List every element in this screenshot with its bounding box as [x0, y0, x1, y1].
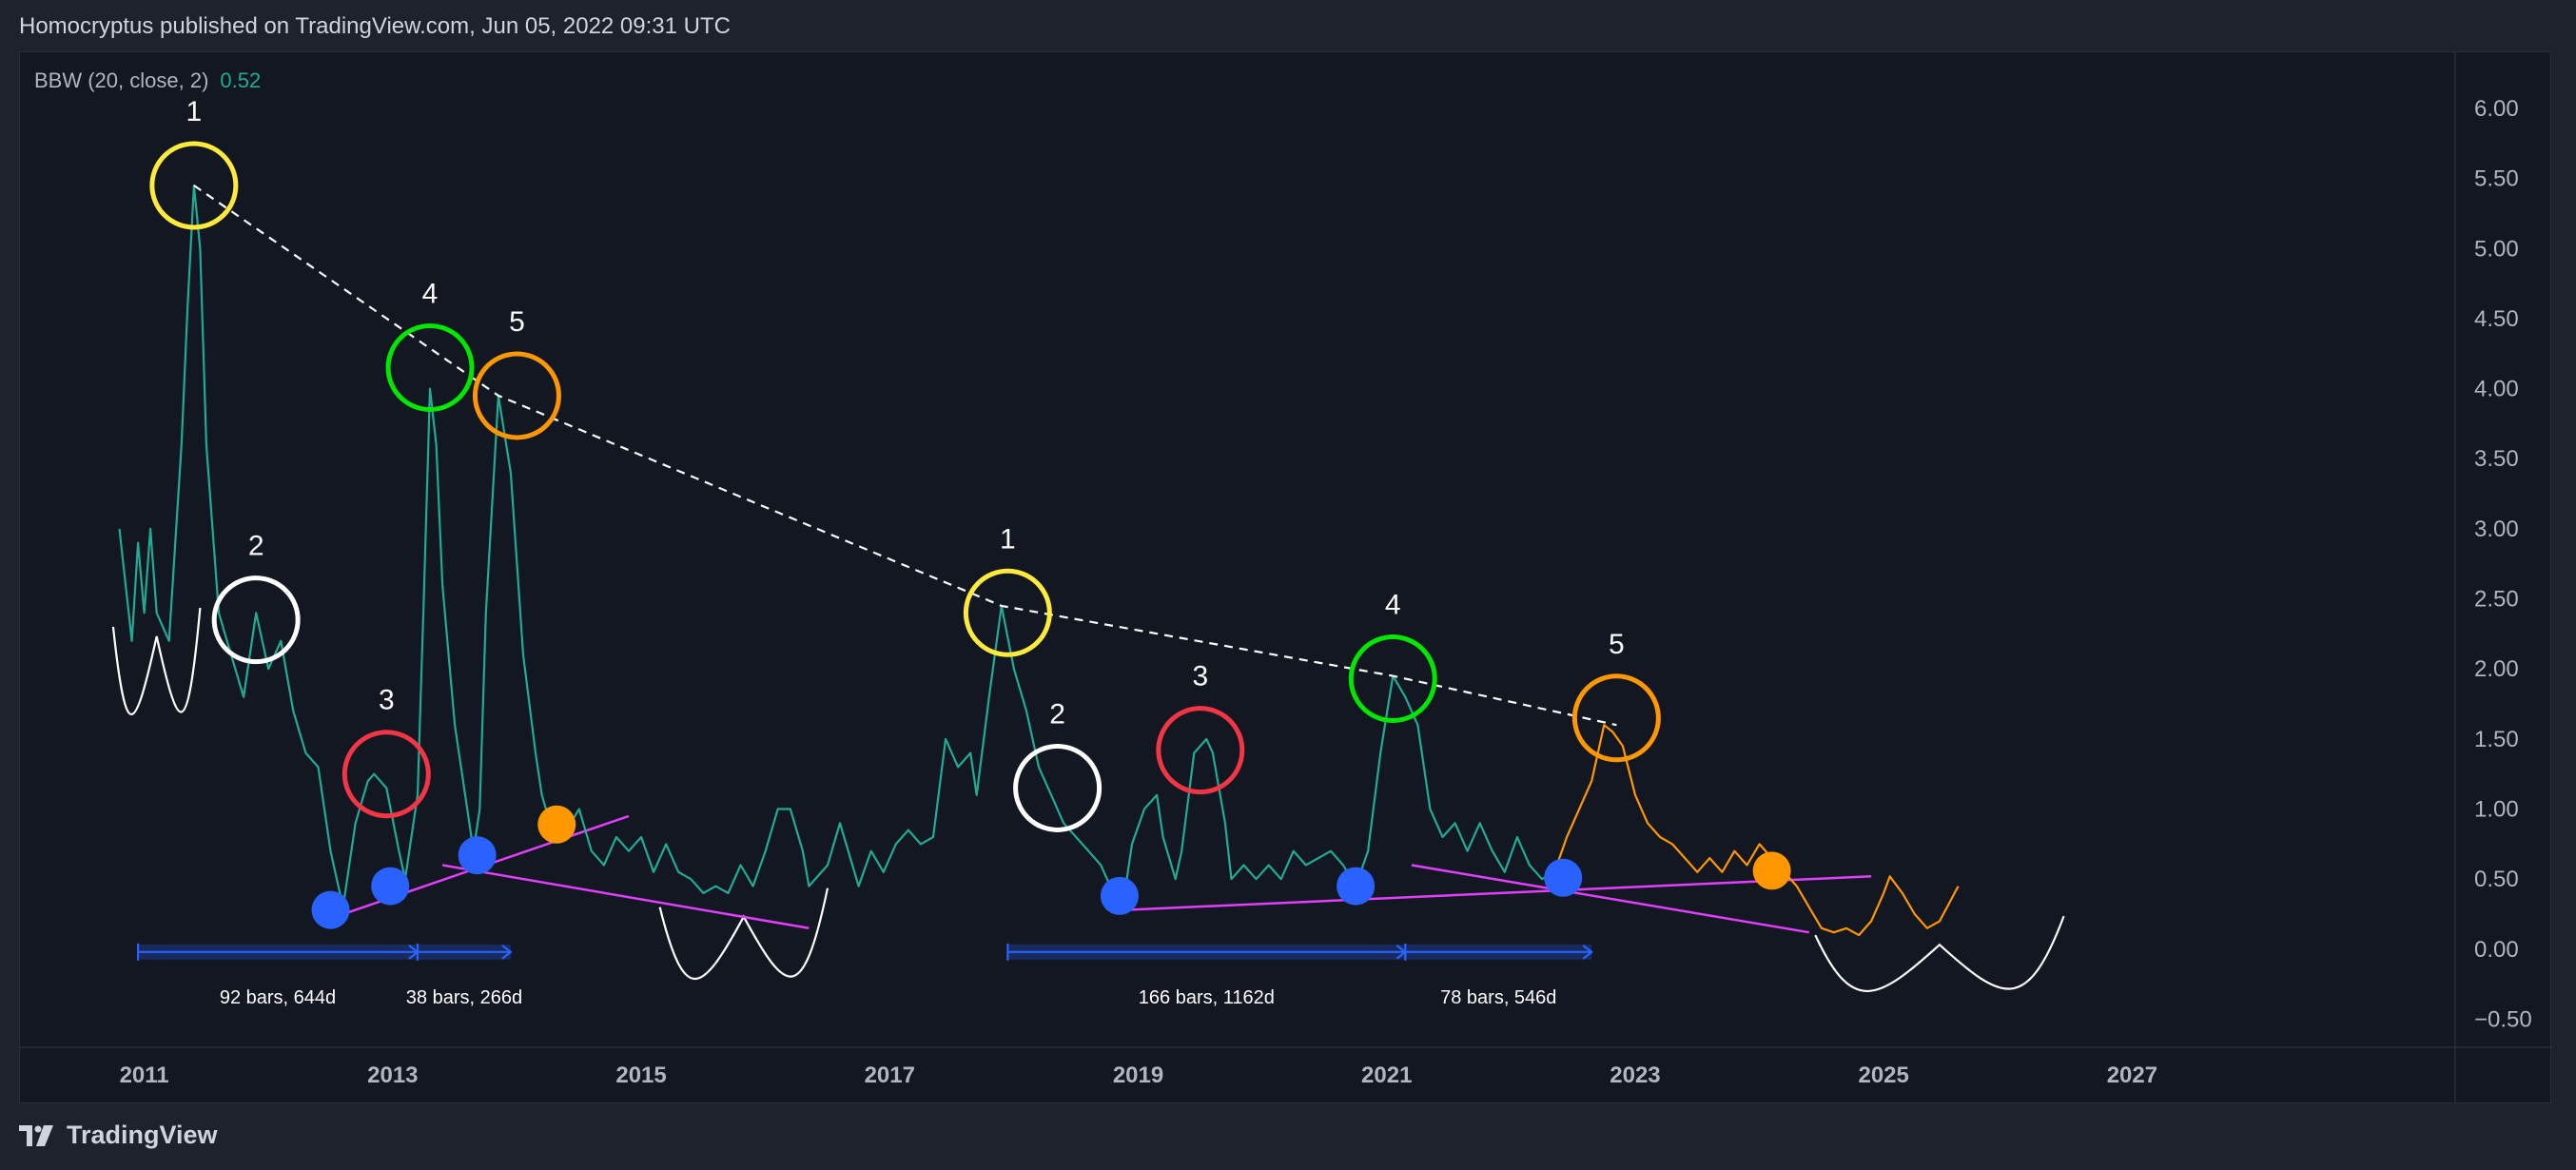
- measure-range-label: 78 bars, 546d: [1440, 987, 1556, 1008]
- x-tick-label: 2015: [615, 1063, 666, 1088]
- marker-dot[interactable]: [537, 805, 576, 844]
- marker-dot[interactable]: [311, 890, 350, 929]
- wave-circle[interactable]: [1571, 673, 1661, 763]
- dashed-peak-trendline[interactable]: [193, 185, 1617, 727]
- measure-range-arrow: [1582, 944, 1594, 960]
- y-tick-label: 5.50: [2474, 166, 2519, 192]
- pink-trendline[interactable]: [441, 864, 810, 930]
- y-tick-label: 6.00: [2474, 96, 2519, 122]
- x-tick-label: 2017: [865, 1063, 915, 1088]
- y-tick-label: 3.50: [2474, 446, 2519, 472]
- footer-brand-text: TradingView: [67, 1121, 218, 1149]
- x-tick-label: 2013: [367, 1063, 418, 1088]
- y-tick-label: −0.50: [2474, 1007, 2532, 1033]
- x-tick-label: 2019: [1113, 1063, 1163, 1088]
- chart-frame[interactable]: 6.00 5.50 5.00 4.50 4.00 3.50 3.00 2.50 2.00 1.50…: [19, 51, 2552, 1104]
- y-tick-label: 1.50: [2474, 727, 2519, 752]
- wave-label: 4: [422, 278, 439, 309]
- wave-label: 4: [1385, 590, 1401, 621]
- cup-arc: [1814, 915, 2065, 992]
- wave-circle[interactable]: [1013, 743, 1103, 832]
- wave-circle[interactable]: [963, 568, 1052, 657]
- series-line[interactable]: [118, 184, 1555, 908]
- footer-brand[interactable]: TradingView: [19, 1121, 218, 1150]
- indicator-value: 0.52: [220, 68, 262, 92]
- wave-label: 3: [1192, 661, 1208, 692]
- publish-header: Homocryptus published on TradingView.com…: [19, 13, 731, 39]
- x-tick-label: 2023: [1610, 1063, 1660, 1088]
- wave-circle[interactable]: [1156, 706, 1245, 795]
- x-tick-label: 2011: [120, 1063, 169, 1088]
- marker-dot[interactable]: [371, 867, 410, 906]
- series-line[interactable]: [1553, 724, 1960, 937]
- wave-label: 2: [1049, 698, 1065, 730]
- x-tick-label: 2021: [1361, 1063, 1412, 1088]
- measure-range-arrow: [501, 944, 513, 960]
- price-axis[interactable]: [2455, 52, 2552, 1047]
- y-tick-label: 3.00: [2474, 517, 2519, 542]
- marker-dot[interactable]: [1544, 858, 1583, 897]
- wave-label: 5: [509, 306, 525, 338]
- wave-circle[interactable]: [385, 322, 475, 412]
- wave-circle[interactable]: [472, 351, 561, 440]
- y-tick-label: 1.00: [2474, 797, 2519, 823]
- wave-label: 1: [186, 96, 203, 127]
- marker-dot[interactable]: [1100, 876, 1139, 915]
- indicator-legend[interactable]: BBW (20, close, 2) 0.52: [34, 68, 261, 93]
- marker-dot[interactable]: [458, 836, 497, 875]
- tradingview-logo-icon: [19, 1124, 53, 1146]
- y-tick-label: 5.00: [2474, 236, 2519, 262]
- marker-dot[interactable]: [1752, 851, 1791, 890]
- marker-dot[interactable]: [1337, 867, 1376, 906]
- wave-circle[interactable]: [1348, 634, 1437, 724]
- chart-canvas[interactable]: 6.00 5.50 5.00 4.50 4.00 3.50 3.00 2.50 2.00 1.50…: [20, 52, 2552, 1104]
- pink-trendline[interactable]: [1125, 875, 1872, 911]
- y-tick-label: 0.50: [2474, 867, 2519, 892]
- x-tick-label: 2025: [1858, 1063, 1908, 1088]
- wave-label: 1: [1000, 523, 1016, 555]
- pink-trendline[interactable]: [1411, 864, 1810, 934]
- measure-range-label: 92 bars, 644d: [220, 987, 336, 1008]
- cup-arc: [111, 607, 202, 716]
- measure-range-label: 166 bars, 1162d: [1139, 987, 1275, 1008]
- x-tick-label: 2027: [2107, 1063, 2157, 1088]
- y-tick-label: 4.00: [2474, 377, 2519, 402]
- wave-circle[interactable]: [342, 730, 431, 819]
- measure-range-label: 38 bars, 266d: [406, 987, 522, 1008]
- y-tick-label: 4.50: [2474, 306, 2519, 332]
- indicator-name: BBW (20, close, 2): [34, 68, 209, 92]
- y-tick-label: 2.50: [2474, 587, 2519, 613]
- wave-circle[interactable]: [149, 141, 239, 230]
- y-tick-label: 0.00: [2474, 937, 2519, 963]
- y-tick-label: 2.00: [2474, 656, 2519, 682]
- wave-circle[interactable]: [211, 575, 301, 665]
- wave-label: 2: [248, 531, 264, 562]
- wave-label: 3: [379, 685, 395, 716]
- wave-label: 5: [1609, 629, 1625, 660]
